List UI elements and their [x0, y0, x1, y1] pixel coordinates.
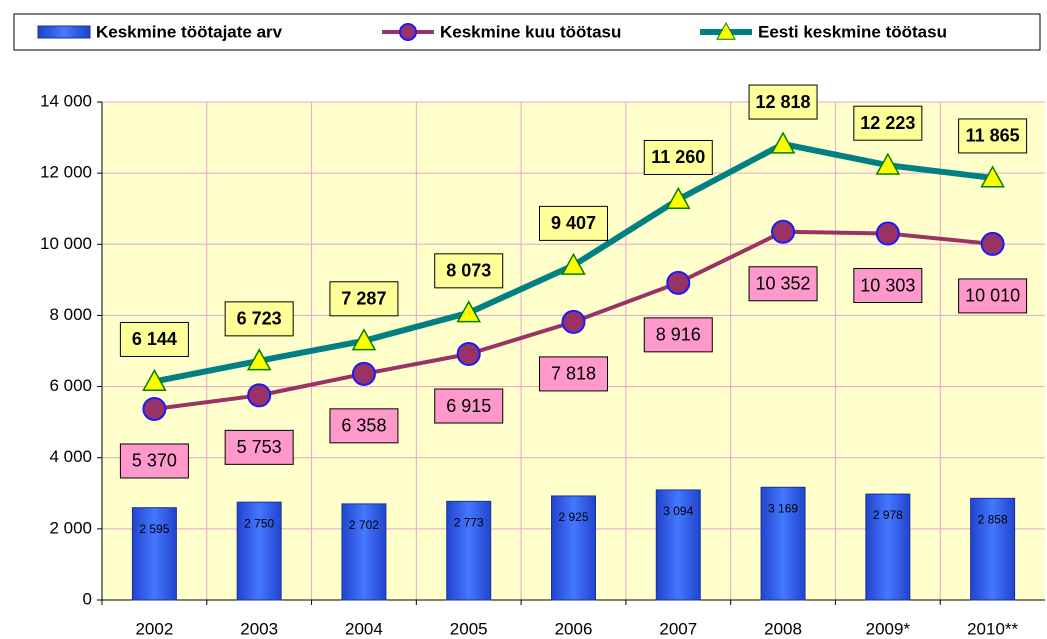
x-tick-label: 2004: [345, 619, 383, 638]
bar: [655, 489, 701, 601]
marker: [351, 361, 376, 386]
label-box: [434, 388, 504, 424]
label-box: [224, 301, 294, 337]
data-label: 9 407: [551, 213, 596, 233]
x-tick-label: 2005: [450, 619, 488, 638]
label-box: [643, 317, 713, 353]
label-box: [539, 356, 608, 392]
x-tick-label: 2009*: [866, 619, 911, 638]
bar: [865, 493, 911, 601]
data-label: 3 094: [663, 504, 693, 518]
bar: [760, 486, 806, 601]
y-tick-label: 6 000: [49, 376, 92, 395]
marker: [456, 342, 481, 367]
marker: [875, 221, 900, 246]
marker: [247, 383, 272, 408]
y-tick-label: 4 000: [49, 447, 92, 466]
data-label: 2 595: [139, 522, 169, 536]
y-tick-label: 8 000: [49, 305, 92, 324]
label-box: [539, 205, 608, 241]
bar: [236, 501, 282, 601]
label-box: [119, 443, 189, 479]
x-tick-label: 2007: [659, 619, 697, 638]
legend-box: [13, 13, 1041, 51]
marker: [771, 219, 796, 244]
marker: [456, 300, 481, 323]
marker: [666, 270, 691, 295]
x-tick-label: 2002: [135, 619, 173, 638]
label-box: [748, 266, 818, 302]
data-label: 6 144: [132, 329, 177, 349]
label-box: [643, 139, 713, 175]
data-label: 2 858: [978, 513, 1008, 527]
data-label: 5 370: [132, 451, 177, 471]
data-label: 7 287: [341, 289, 386, 309]
marker: [561, 252, 586, 275]
data-label: 2 773: [454, 516, 484, 530]
marker: [980, 231, 1005, 256]
bar: [131, 507, 177, 601]
bar: [551, 495, 596, 601]
data-label: 11 260: [651, 147, 705, 167]
marker: [666, 186, 691, 210]
label-box: [958, 278, 1028, 314]
data-label: 8 073: [446, 261, 491, 281]
data-label: 11 865: [966, 126, 1020, 146]
label-box: [329, 408, 399, 444]
label-box: [329, 281, 399, 317]
x-tick-label: 2006: [555, 619, 593, 638]
x-tick-label: 2003: [240, 619, 278, 638]
marker: [561, 309, 586, 334]
bar: [446, 500, 492, 601]
legend-marker: [399, 23, 417, 41]
data-label: 6 915: [446, 396, 491, 416]
marker: [980, 165, 1005, 188]
y-tick-label: 14 000: [40, 91, 92, 110]
data-label: 6 358: [341, 416, 386, 436]
data-label: 12 818: [756, 92, 811, 112]
marker: [142, 396, 167, 421]
y-tick-label: 2 000: [49, 518, 92, 537]
data-label: 2 978: [873, 508, 903, 522]
data-label: 10 303: [860, 275, 915, 295]
data-label: 12 223: [860, 113, 915, 133]
data-label: 10 352: [756, 274, 811, 294]
legend-label: Eesti keskmine töötasu: [758, 22, 947, 41]
y-tick-label: 12 000: [40, 163, 92, 182]
marker: [875, 152, 901, 175]
data-label: 5 753: [237, 437, 282, 457]
label-box: [853, 268, 923, 304]
data-label: 2 750: [244, 516, 274, 530]
bar: [970, 497, 1016, 601]
marker: [246, 348, 272, 371]
x-tick-label: 2010**: [967, 619, 1018, 638]
label-box: [119, 321, 189, 357]
legend-marker: [716, 21, 736, 40]
label-box: [748, 84, 818, 120]
data-label: 8 916: [656, 325, 701, 345]
bar: [341, 503, 387, 601]
y-tick-label: 10 000: [40, 234, 92, 253]
data-label: 10 010: [965, 286, 1020, 306]
label-box: [434, 253, 504, 289]
x-tick-label: 2008: [764, 619, 802, 638]
legend-swatch: [37, 25, 91, 39]
label-box: [958, 118, 1028, 154]
label-box: [224, 429, 294, 465]
legend-label: Keskmine kuu töötasu: [440, 22, 621, 41]
legend-label: Keskmine töötajate arv: [96, 22, 283, 41]
marker: [770, 131, 796, 154]
data-label: 2 925: [558, 510, 588, 524]
data-label: 2 702: [349, 518, 379, 532]
data-label: 6 723: [237, 309, 282, 329]
data-label: 7 818: [551, 364, 596, 384]
label-box: [853, 105, 923, 141]
y-tick-label: 0: [83, 589, 92, 608]
marker: [142, 368, 167, 391]
data-label: 3 169: [768, 501, 798, 515]
marker: [351, 328, 377, 351]
